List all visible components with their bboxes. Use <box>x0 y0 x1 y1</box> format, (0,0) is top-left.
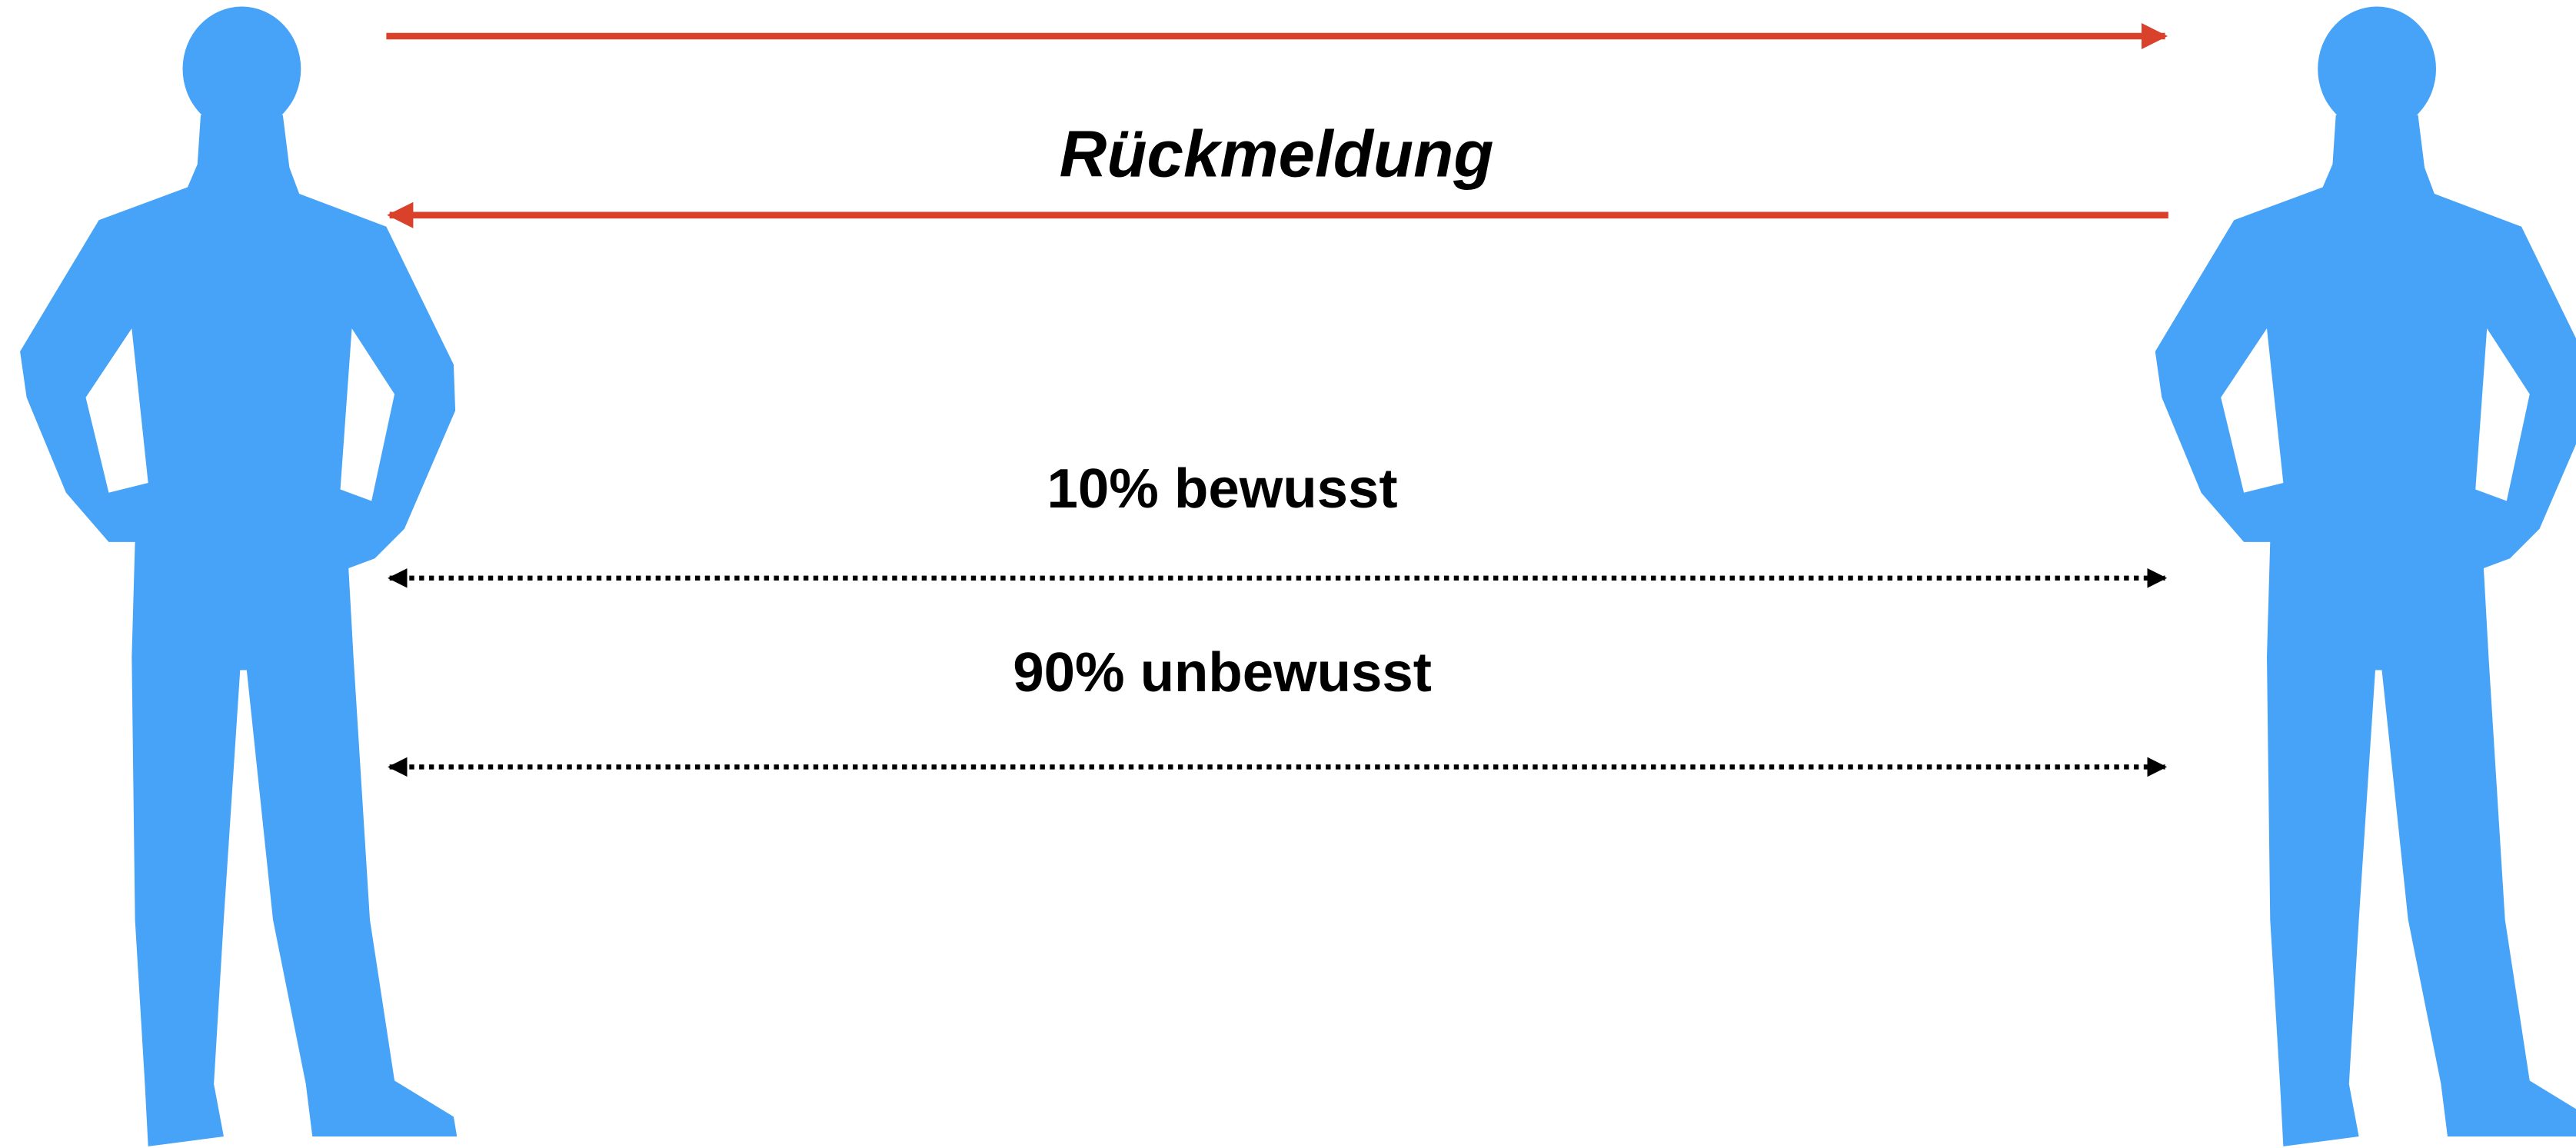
diagram: Rückmeldung 10% bewusst 90% unbewusst <box>0 0 2576 1148</box>
unconscious-label: 90% unbewusst <box>1013 641 1432 704</box>
person-right <box>2155 7 2576 1146</box>
page: Rückmeldung 10% bewusst 90% unbewusst ((… <box>0 0 2576 1148</box>
feedback-label: Rückmeldung <box>1060 118 1494 191</box>
conscious-label: 10% bewusst <box>1047 458 1398 520</box>
